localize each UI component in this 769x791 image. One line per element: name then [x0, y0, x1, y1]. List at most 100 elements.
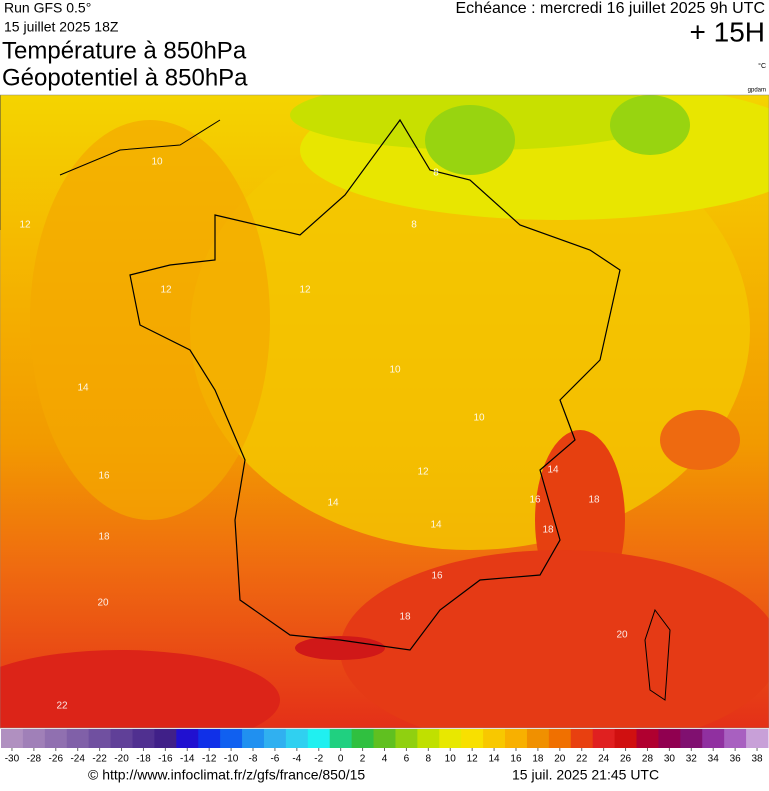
colorbar-label: 0	[338, 754, 344, 765]
colorbar-label: 10	[445, 754, 457, 765]
colorbar-label: 2	[360, 754, 366, 765]
contour-label: 10	[473, 413, 485, 424]
colorbar-swatch	[351, 729, 375, 748]
lead-time: + 15H	[690, 16, 766, 47]
colorbar-label: 24	[598, 754, 610, 765]
contour-label: 10	[151, 157, 163, 168]
colorbar-label: -28	[27, 754, 42, 765]
colorbar-label: 30	[664, 754, 676, 765]
colorbar-swatch	[592, 729, 616, 748]
colorbar-swatch	[636, 729, 659, 748]
colorbar-label: 6	[404, 754, 410, 765]
colorbar-swatch	[548, 729, 572, 748]
colorbar-label: -26	[49, 754, 64, 765]
colorbar-swatch	[88, 729, 112, 748]
map: 10 12 8 8 12 12 10 10 14 16 14 12 14 14 16 18 18 18 16 20 18…	[0, 95, 769, 728]
colorbar-swatch	[1, 729, 24, 748]
colorbar-label: -6	[270, 754, 279, 765]
contour-label: 12	[417, 467, 429, 478]
colorbar-swatch	[461, 729, 484, 748]
contour-label: 18	[588, 495, 600, 506]
colorbar-label: 18	[532, 754, 544, 765]
colorbar-label: -16	[158, 754, 173, 765]
colorbar-swatch	[44, 729, 68, 748]
colorbar-label: 26	[620, 754, 632, 765]
contour-labels: 10 12 8 8 12 12 10 10 14 16 14 12 14 14 16 18 18 18 16 20 18…	[19, 157, 628, 712]
colorbar-swatch	[505, 729, 528, 748]
contour-label: 8	[433, 168, 439, 179]
colorbar-swatch	[154, 729, 177, 748]
colorbar-label: 38	[751, 754, 763, 765]
contour-label: 22	[56, 701, 68, 712]
colorbar-swatch	[176, 729, 199, 748]
colorbar-swatch	[198, 729, 221, 748]
colorbar-swatch	[680, 729, 703, 748]
colorbar-label: 12	[467, 754, 479, 765]
contour-label: 16	[431, 571, 443, 582]
contour-label: 14	[77, 383, 89, 394]
contour-label: 20	[616, 630, 628, 641]
colorbar-swatch	[570, 729, 594, 748]
colorbar-label: 28	[642, 754, 654, 765]
colorbar-swatch	[110, 729, 133, 748]
run-date: 15 juillet 2025 18Z	[4, 19, 119, 35]
colorbar-label: 20	[554, 754, 566, 765]
footer-date: 15 juil. 2025 21:45 UTC	[512, 767, 659, 783]
colorbar-label: 36	[730, 754, 742, 765]
colorbar-swatch	[746, 729, 769, 748]
colorbar: -30 -28 -26 -24 -22 -20 -18 -16 -14 -12 -10 -8 -6 -4-…	[1, 729, 769, 765]
contour-label: 12	[160, 285, 172, 296]
unit: °C	[758, 62, 766, 70]
colorbar-label: -12	[202, 754, 217, 765]
colorbar-swatch	[439, 729, 462, 748]
colorbar-label: 34	[708, 754, 720, 765]
contour-label: 18	[98, 532, 110, 543]
valid-time: Echéance : mercredi 16 juillet 2025 9h U…	[456, 0, 766, 17]
footer-url: © http://www.infoclimat.fr/z/gfs/france/…	[88, 767, 365, 783]
contour-label: 16	[98, 471, 110, 482]
colorbar-swatch	[395, 729, 418, 748]
colorbar-label: -8	[249, 754, 258, 765]
colorbar-swatch	[658, 729, 681, 748]
colorbar-swatch	[526, 729, 550, 748]
contour-label: 20	[97, 598, 109, 609]
contour-label: 12	[19, 220, 31, 231]
contour-label: 14	[327, 498, 339, 509]
colorbar-swatch	[263, 729, 287, 748]
run: Run GFS 0.5°	[4, 0, 91, 16]
colorbar-label: -4	[292, 754, 301, 765]
colorbar-label: 8	[426, 754, 432, 765]
colorbar-label: -2	[314, 754, 323, 765]
colorbar-label: -10	[224, 754, 239, 765]
colorbar-label: -14	[180, 754, 195, 765]
colorbar-swatch	[483, 729, 506, 748]
unit2: gpdam	[748, 88, 766, 94]
colorbar-label: 16	[510, 754, 522, 765]
title: Température à 850hPa	[2, 37, 247, 64]
colorbar-swatch	[417, 729, 440, 748]
contour-label: 12	[299, 285, 311, 296]
colorbar-label: 22	[576, 754, 588, 765]
colorbar-swatch	[242, 729, 265, 748]
colorbar-label: -20	[114, 754, 129, 765]
contour-label: 18	[542, 525, 554, 536]
subtitle: Géopotentiel à 850hPa	[2, 64, 248, 91]
colorbar-swatch	[373, 729, 396, 748]
colorbar-label: 4	[382, 754, 388, 765]
colorbar-swatch	[724, 729, 747, 748]
colorbar-swatch	[22, 729, 46, 748]
colorbar-label: -18	[136, 754, 151, 765]
colorbar-swatch	[66, 729, 90, 748]
colorbar-swatch	[307, 729, 331, 748]
contour-label: 16	[529, 495, 541, 506]
colorbar-swatch	[132, 729, 155, 748]
contour-label: 14	[430, 520, 442, 531]
colorbar-swatch	[329, 729, 353, 748]
colorbar-swatch	[220, 729, 243, 748]
colorbar-label: -22	[92, 754, 107, 765]
colorbar-label: 14	[489, 754, 501, 765]
contour-label: 10	[389, 365, 401, 376]
colorbar-swatch	[614, 729, 638, 748]
colorbar-label: 32	[686, 754, 698, 765]
